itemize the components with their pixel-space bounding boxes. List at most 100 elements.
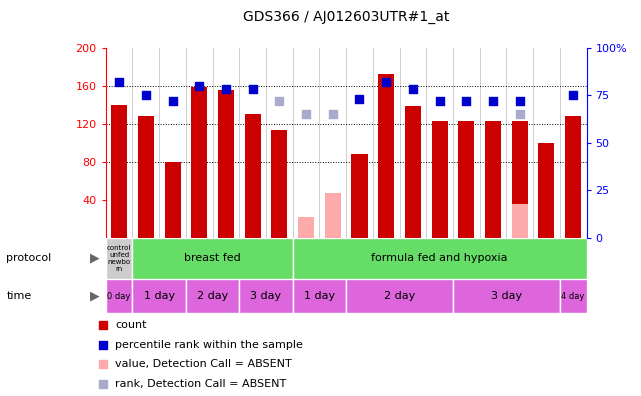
Point [97, 381, 108, 387]
Text: time: time [6, 291, 31, 301]
Bar [239, 48, 266, 238]
Point [114, 78, 124, 85]
Bar [159, 48, 186, 238]
Bar [293, 48, 319, 238]
Bar [426, 48, 453, 238]
Bar [431, 121, 447, 238]
Bar [399, 48, 426, 238]
Bar [245, 114, 261, 238]
Point [515, 111, 525, 117]
Point [408, 86, 418, 93]
Text: protocol: protocol [6, 253, 52, 263]
Bar [346, 48, 373, 238]
Bar [106, 48, 133, 238]
Point [488, 97, 498, 104]
Text: ▶: ▶ [90, 252, 99, 265]
Point [97, 341, 108, 348]
Bar [218, 90, 234, 238]
Bar [133, 279, 186, 313]
Bar [191, 88, 207, 238]
Bar [293, 238, 587, 279]
Bar [133, 48, 159, 238]
Text: value, Detection Call = ABSENT: value, Detection Call = ABSENT [115, 359, 292, 369]
Point [435, 97, 445, 104]
Point [221, 86, 231, 93]
Bar [159, 48, 186, 238]
Bar [453, 279, 560, 313]
Point [354, 96, 365, 102]
Bar [239, 48, 266, 238]
Bar [479, 48, 506, 238]
Point [194, 82, 204, 89]
Bar [399, 48, 426, 238]
Bar [186, 48, 213, 238]
Text: control
unfed
newbo
rn: control unfed newbo rn [107, 245, 131, 272]
Text: 2 day: 2 day [197, 291, 228, 301]
Bar [560, 279, 587, 313]
Text: rank, Detection Call = ABSENT: rank, Detection Call = ABSENT [115, 379, 287, 389]
Bar [293, 279, 346, 313]
Text: count: count [115, 320, 147, 330]
Text: ▶: ▶ [90, 289, 99, 303]
Bar [106, 238, 133, 279]
Bar [426, 48, 453, 238]
Text: 2 day: 2 day [384, 291, 415, 301]
Bar [533, 48, 560, 238]
Bar [213, 48, 239, 238]
Bar [186, 279, 239, 313]
Point [247, 86, 258, 93]
Text: percentile rank within the sample: percentile rank within the sample [115, 339, 303, 350]
Bar [512, 121, 528, 238]
Point [462, 97, 472, 104]
Point [167, 97, 178, 104]
Bar [458, 121, 474, 238]
Bar [538, 143, 554, 238]
Text: 1 day: 1 day [304, 291, 335, 301]
Bar [138, 116, 154, 238]
Bar [453, 48, 479, 238]
Point [97, 322, 108, 328]
Bar [453, 48, 479, 238]
Bar [405, 107, 421, 238]
Bar [165, 162, 181, 238]
Text: breast fed: breast fed [184, 253, 241, 263]
Bar [506, 48, 533, 238]
Bar [133, 238, 293, 279]
Bar [346, 279, 453, 313]
Text: 1 day: 1 day [144, 291, 175, 301]
Bar [133, 48, 159, 238]
Bar [186, 48, 213, 238]
Point [274, 97, 285, 104]
Bar [373, 48, 399, 238]
Point [301, 111, 312, 117]
Text: 3 day: 3 day [491, 291, 522, 301]
Bar [325, 193, 341, 238]
Point [515, 97, 525, 104]
Bar [111, 105, 127, 238]
Bar [479, 48, 506, 238]
Bar [213, 48, 239, 238]
Bar [319, 48, 346, 238]
Bar [560, 48, 587, 238]
Bar [266, 48, 293, 238]
Bar [346, 48, 373, 238]
Bar [319, 48, 346, 238]
Point [328, 111, 338, 117]
Text: 3 day: 3 day [251, 291, 281, 301]
Bar [106, 279, 133, 313]
Bar [533, 48, 560, 238]
Bar [378, 74, 394, 238]
Text: 4 day: 4 day [562, 291, 585, 301]
Bar [293, 48, 319, 238]
Bar [565, 116, 581, 238]
Point [97, 361, 108, 367]
Bar [506, 48, 533, 238]
Bar [271, 130, 287, 238]
Text: GDS366 / AJ012603UTR#1_at: GDS366 / AJ012603UTR#1_at [243, 10, 449, 24]
Bar [560, 48, 587, 238]
Bar [106, 48, 133, 238]
Bar [373, 48, 399, 238]
Bar [239, 279, 293, 313]
Text: formula fed and hypoxia: formula fed and hypoxia [371, 253, 508, 263]
Point [141, 92, 151, 98]
